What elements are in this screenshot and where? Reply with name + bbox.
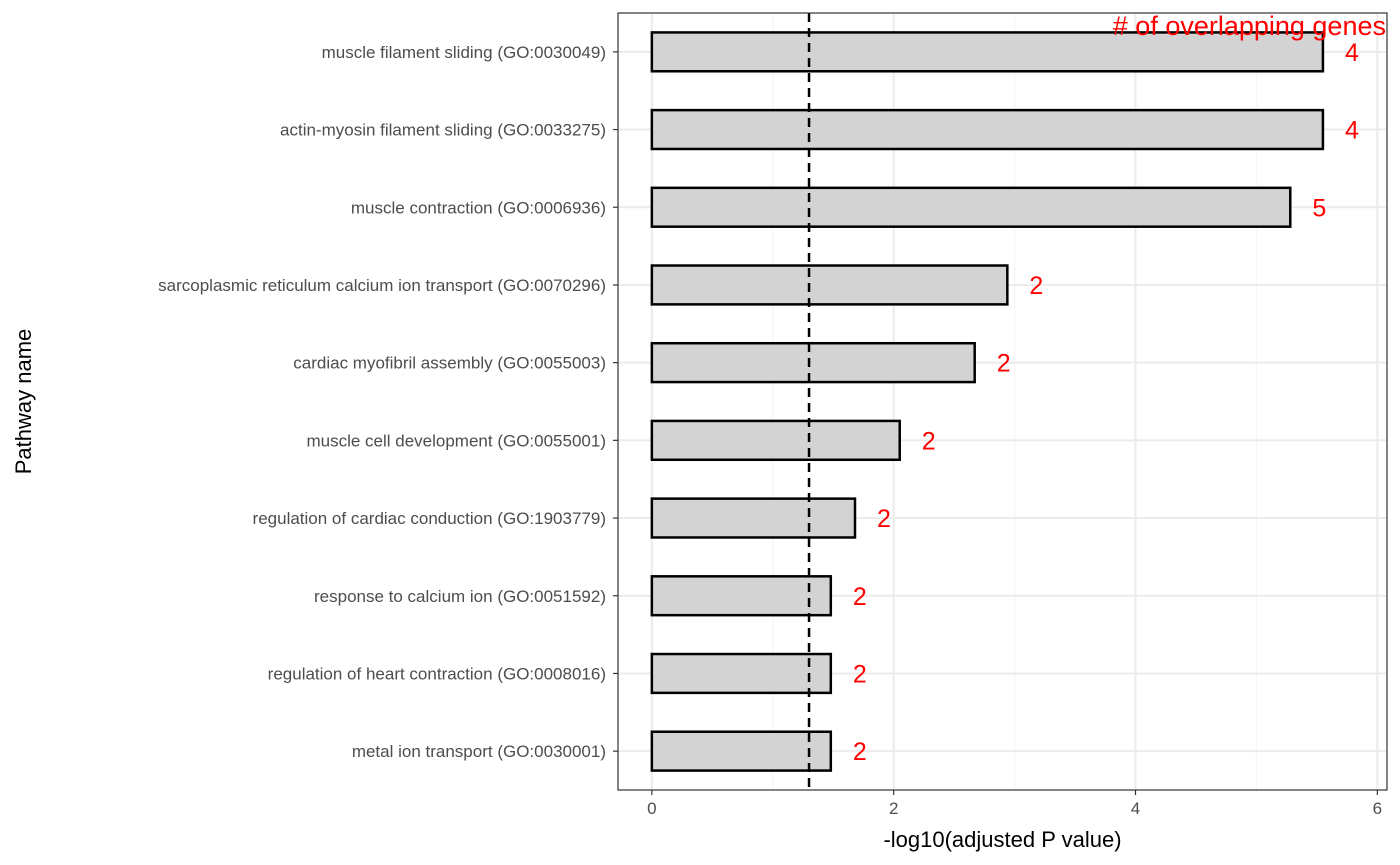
y-tick-label: muscle filament sliding (GO:0030049) <box>322 43 606 62</box>
y-tick-label: muscle contraction (GO:0006936) <box>351 198 606 217</box>
count-label: 2 <box>853 660 867 688</box>
bar <box>650 108 1325 151</box>
count-label: 2 <box>853 738 867 766</box>
bar <box>650 186 1292 228</box>
bar <box>650 575 833 617</box>
count-label: 5 <box>1312 194 1326 222</box>
count-label: 4 <box>1345 39 1359 67</box>
bar <box>650 31 1325 73</box>
y-tick-label: actin-myosin filament sliding (GO:003327… <box>280 121 606 140</box>
bar <box>650 341 976 384</box>
x-axis-ticks: 0 2 4 6 <box>647 790 1382 818</box>
bars <box>650 31 1325 772</box>
y-tick-label: response to calcium ion (GO:0051592) <box>314 587 606 606</box>
x-tick-label: 0 <box>647 799 656 818</box>
count-label: 2 <box>853 583 867 611</box>
y-tick-label: metal ion transport (GO:0030001) <box>352 742 606 761</box>
bar <box>650 497 857 539</box>
x-tick-label: 4 <box>1131 799 1140 818</box>
x-axis-title: -log10(adjusted P value) <box>883 827 1121 852</box>
count-label: 2 <box>922 427 936 455</box>
x-tick-label: 2 <box>889 799 898 818</box>
bar <box>650 419 901 462</box>
count-labels: 4 4 5 2 2 2 2 2 2 2 <box>853 39 1359 766</box>
panel-border <box>617 12 1388 791</box>
annotation-overlapping-genes: # of overlapping genes <box>1113 11 1386 41</box>
y-tick-label: regulation of cardiac conduction (GO:190… <box>253 509 606 528</box>
y-tick-label: muscle cell development (GO:0055001) <box>306 431 606 450</box>
y-tick-label: regulation of heart contraction (GO:0008… <box>268 664 606 683</box>
y-tick-label: sarcoplasmic reticulum calcium ion trans… <box>158 276 606 295</box>
count-label: 4 <box>1345 117 1359 145</box>
count-label: 2 <box>997 350 1011 378</box>
y-axis-ticks: muscle filament sliding (GO:0030049) acti… <box>158 43 618 761</box>
y-axis-title: Pathway name <box>11 329 36 475</box>
y-tick-label: cardiac myofibril assembly (GO:0055003) <box>293 354 606 373</box>
bar <box>650 264 1009 306</box>
count-label: 2 <box>877 505 891 533</box>
bar <box>650 652 833 695</box>
x-tick-label: 6 <box>1373 799 1382 818</box>
count-label: 2 <box>1029 272 1043 300</box>
bar <box>650 730 833 772</box>
